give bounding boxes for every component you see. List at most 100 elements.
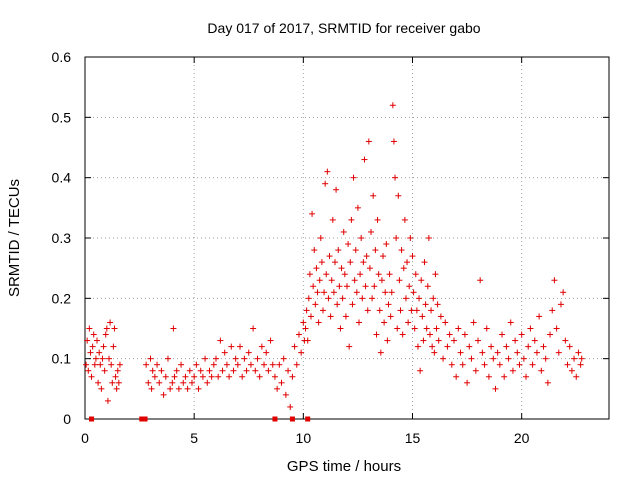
- data-point: [167, 385, 174, 392]
- data-point: [376, 307, 383, 314]
- data-point: [383, 241, 390, 248]
- data-point: [269, 361, 276, 368]
- data-point: [551, 277, 558, 284]
- data-point: [406, 283, 413, 290]
- data-point: [408, 307, 415, 314]
- data-point: [547, 331, 554, 338]
- gap-markers: [89, 416, 311, 422]
- data-point: [512, 337, 519, 344]
- gap-marker: [289, 416, 295, 422]
- data-point: [422, 301, 429, 308]
- data-point: [88, 373, 95, 380]
- data-point: [571, 355, 578, 362]
- data-point: [501, 373, 508, 380]
- data-point: [505, 355, 512, 362]
- data-point: [562, 337, 569, 344]
- data-point: [329, 216, 336, 223]
- data-point: [401, 216, 408, 223]
- data-point: [382, 289, 389, 296]
- data-point: [402, 295, 409, 302]
- data-point: [346, 343, 353, 350]
- data-point: [475, 337, 481, 344]
- data-point: [263, 349, 270, 356]
- axis-ticks: [84, 56, 609, 420]
- y-axis-label: SRMTID / TECUs: [6, 179, 23, 297]
- data-point: [103, 325, 110, 332]
- data-point: [529, 361, 536, 368]
- data-point: [291, 343, 298, 350]
- data-point: [97, 361, 104, 368]
- data-point: [398, 247, 405, 254]
- data-point: [234, 361, 241, 368]
- data-point: [429, 343, 436, 350]
- data-point: [404, 259, 411, 266]
- data-point: [323, 271, 330, 278]
- data-point: [285, 367, 292, 374]
- data-point: [410, 289, 417, 296]
- data-point: [373, 331, 380, 338]
- data-point: [421, 259, 428, 266]
- data-point: [520, 355, 527, 362]
- data-point: [304, 337, 311, 344]
- data-point: [369, 295, 376, 302]
- data-point: [84, 337, 91, 344]
- data-point: [358, 235, 365, 241]
- data-point: [435, 337, 442, 344]
- data-point: [334, 301, 341, 308]
- data-point: [470, 319, 477, 326]
- y-tick-label: 0.4: [52, 170, 72, 186]
- data-point: [566, 343, 573, 350]
- data-point: [350, 174, 357, 181]
- data-point: [327, 313, 334, 320]
- data-point: [540, 343, 547, 350]
- data-point: [206, 367, 213, 374]
- data-point: [377, 349, 384, 356]
- data-point: [302, 325, 309, 332]
- data-point: [444, 343, 451, 350]
- data-point: [282, 391, 289, 398]
- data-point: [384, 337, 391, 344]
- data-point: [360, 259, 367, 266]
- data-point: [154, 361, 161, 368]
- data-point: [95, 379, 102, 386]
- y-tick-labels: 0 0.1 0.2 0.3 0.4 0.5 0.6: [52, 49, 72, 427]
- data-point: [314, 289, 321, 296]
- data-point: [267, 337, 274, 344]
- data-point: [237, 343, 244, 350]
- data-point: [147, 355, 154, 362]
- data-point: [509, 367, 516, 374]
- gap-marker: [305, 416, 311, 422]
- data-point: [254, 355, 261, 362]
- data-point: [295, 331, 302, 338]
- data-point: [311, 247, 318, 254]
- data-point: [89, 343, 96, 350]
- data-point: [162, 373, 169, 380]
- data-point: [568, 367, 575, 374]
- data-point: [197, 367, 204, 374]
- data-point: [573, 373, 580, 380]
- data-point: [158, 367, 165, 374]
- data-point: [359, 295, 366, 302]
- data-point: [208, 373, 215, 380]
- data-point: [400, 265, 407, 272]
- data-point: [372, 247, 379, 254]
- data-point: [577, 361, 584, 368]
- data-point: [324, 168, 331, 175]
- data-point: [453, 373, 460, 380]
- data-point: [361, 156, 368, 163]
- data-point: [87, 349, 94, 356]
- x-tick-label: 15: [405, 430, 421, 446]
- data-point: [394, 325, 401, 332]
- data-point: [318, 259, 325, 266]
- data-point: [258, 343, 265, 350]
- data-point: [481, 361, 488, 368]
- data-point: [542, 355, 549, 362]
- x-axis-label: GPS time / hours: [287, 458, 401, 475]
- data-point: [485, 373, 492, 380]
- data-point: [221, 349, 228, 356]
- data-point: [91, 361, 98, 368]
- data-point: [90, 331, 97, 338]
- data-point: [392, 174, 399, 181]
- data-point: [145, 379, 152, 386]
